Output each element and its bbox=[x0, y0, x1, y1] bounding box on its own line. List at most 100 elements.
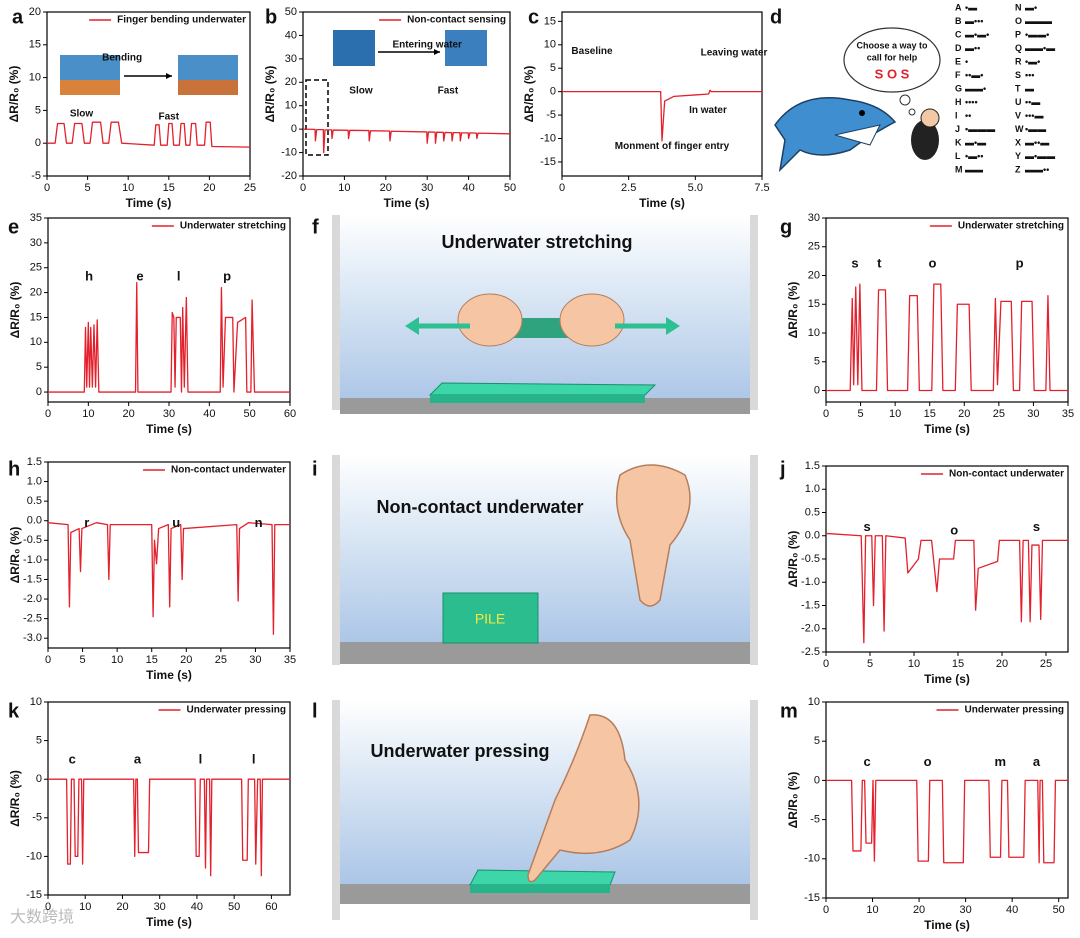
y-tick-label: 30 bbox=[808, 212, 820, 224]
y-tick-label: 20 bbox=[30, 287, 42, 299]
y-tick-label: -15 bbox=[26, 889, 42, 901]
legend-label: Non-contact underwater bbox=[171, 465, 286, 476]
morse-letter: B bbox=[955, 16, 962, 26]
legend-label: Finger bending underwater bbox=[117, 15, 246, 26]
morse-code: ••▬ bbox=[1025, 97, 1040, 107]
plot-frame bbox=[825, 701, 1069, 899]
y-tick-label: 10 bbox=[30, 336, 42, 348]
morse-letter: Y bbox=[1015, 151, 1021, 161]
x-tick-label: 20 bbox=[116, 901, 128, 913]
annotation: Monment of finger entry bbox=[615, 141, 730, 152]
x-tick-label: 15 bbox=[924, 408, 936, 420]
y-tick-label: -0.5 bbox=[801, 553, 820, 565]
annotation: l bbox=[177, 268, 181, 283]
morse-letter: K bbox=[955, 137, 962, 147]
morse-letter: T bbox=[1015, 83, 1021, 93]
morse-letter: I bbox=[955, 110, 958, 120]
y-axis-label: ΔR/R₀ (%) bbox=[263, 66, 277, 123]
morse-code: ▬▬• bbox=[965, 83, 986, 93]
annotation: o bbox=[950, 523, 958, 538]
y-axis-label: ΔR/R₀ (%) bbox=[8, 770, 22, 827]
annotation: Baseline bbox=[571, 46, 613, 57]
panel-title: Underwater stretching bbox=[441, 232, 632, 252]
y-tick-label: -3.0 bbox=[23, 632, 42, 644]
y-tick-label: 10 bbox=[544, 39, 556, 51]
x-tick-label: 25 bbox=[993, 408, 1005, 420]
morse-code: ▬••• bbox=[965, 16, 983, 26]
x-tick-label: 20 bbox=[123, 408, 135, 420]
morse-letter: C bbox=[955, 29, 962, 39]
morse-letter: L bbox=[955, 151, 961, 161]
x-tick-label: 20 bbox=[958, 408, 970, 420]
tank-wall bbox=[332, 215, 340, 410]
y-tick-label: 1.0 bbox=[805, 483, 820, 495]
y-tick-label: -2.0 bbox=[23, 593, 42, 605]
tank-wall bbox=[750, 700, 758, 920]
annotation: In water bbox=[689, 105, 727, 116]
y-tick-label: 15 bbox=[29, 39, 41, 51]
legend-label: Non-contact sensing bbox=[407, 15, 506, 26]
morse-letter: Z bbox=[1015, 164, 1021, 174]
y-tick-label: 25 bbox=[808, 241, 820, 253]
y-axis-label: ΔR/R₀ (%) bbox=[786, 531, 800, 588]
tank-wall bbox=[750, 455, 758, 665]
x-tick-label: 10 bbox=[79, 901, 91, 913]
y-tick-label: 5 bbox=[36, 735, 42, 747]
plot-frame bbox=[47, 701, 291, 896]
y-tick-label: -5 bbox=[810, 814, 820, 826]
panel-label: l bbox=[312, 700, 318, 722]
panel-label: i bbox=[312, 458, 318, 480]
y-tick-label: 0.0 bbox=[805, 530, 820, 542]
x-tick-label: 5.0 bbox=[688, 182, 703, 194]
pile-block bbox=[442, 592, 539, 644]
y-tick-label: 1.5 bbox=[27, 456, 42, 468]
shark-eye bbox=[859, 110, 865, 116]
x-tick-label: 10 bbox=[111, 654, 123, 666]
legend-label: Non-contact underwater bbox=[949, 469, 1064, 480]
x-tick-label: 30 bbox=[421, 182, 433, 194]
x-tick-label: 50 bbox=[228, 901, 240, 913]
y-tick-label: -2.5 bbox=[23, 613, 42, 625]
y-tick-label: 0.5 bbox=[27, 495, 42, 507]
x-axis-label: Time (s) bbox=[384, 196, 430, 210]
annotation: p bbox=[1016, 255, 1024, 270]
bubble-dot bbox=[899, 94, 911, 106]
morse-code: ▬•▬ bbox=[965, 137, 986, 147]
morse-letter: O bbox=[1015, 16, 1022, 26]
panel-label: g bbox=[780, 216, 792, 238]
annotation: Slow bbox=[349, 85, 373, 96]
data-line bbox=[48, 282, 290, 393]
y-tick-label: -20 bbox=[281, 170, 297, 182]
panel-f: f Underwater stretching bbox=[312, 215, 758, 414]
y-tick-label: 0.5 bbox=[805, 506, 820, 518]
panel-label: d bbox=[770, 6, 782, 28]
annotation: s bbox=[851, 255, 858, 270]
plot-frame bbox=[825, 217, 1069, 403]
morse-table: A •▬B ▬•••C ▬•▬•D ▬••E •F ••▬•G ▬▬•H ••••I ••J •▬▬… bbox=[955, 2, 1055, 174]
x-tick-label: 40 bbox=[1006, 904, 1018, 916]
x-tick-label: 50 bbox=[504, 182, 516, 194]
y-tick-label: -10 bbox=[804, 853, 820, 865]
panel-label: h bbox=[8, 458, 20, 480]
annotation: r bbox=[84, 515, 89, 530]
annotation: s bbox=[864, 519, 871, 534]
y-tick-label: 30 bbox=[285, 53, 297, 65]
annotation: c bbox=[69, 751, 76, 766]
annotation: h bbox=[85, 268, 93, 283]
y-tick-label: -2.0 bbox=[801, 623, 820, 635]
arrowhead bbox=[405, 317, 419, 335]
sos-text: S O S bbox=[875, 66, 910, 81]
morse-code: ▬▬•▬ bbox=[1025, 43, 1055, 53]
data-line bbox=[47, 522, 290, 635]
y-tick-label: 20 bbox=[808, 269, 820, 281]
x-axis-label: Time (s) bbox=[924, 672, 970, 686]
x-tick-label: 20 bbox=[180, 654, 192, 666]
arrowhead bbox=[666, 317, 680, 335]
y-tick-label: 5 bbox=[35, 104, 41, 116]
x-tick-label: 5 bbox=[85, 182, 91, 194]
panel-label: m bbox=[780, 700, 798, 722]
y-tick-label: -1.5 bbox=[801, 599, 820, 611]
morse-letter: R bbox=[1015, 56, 1022, 66]
morse-code: •▬•• bbox=[965, 151, 983, 161]
x-tick-label: 15 bbox=[146, 654, 158, 666]
